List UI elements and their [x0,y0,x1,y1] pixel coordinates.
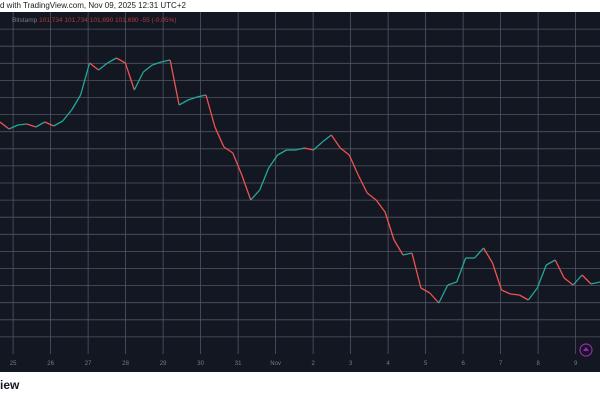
change-value: -55 (-0.05%) [140,17,177,24]
price-segment [510,293,520,296]
price-segment [241,174,252,201]
price-segment [178,99,189,106]
price-segment [62,109,73,122]
price-segment [519,294,529,301]
x-tick-label: 2 [311,361,315,367]
high-value: 101,734 [64,17,88,24]
price-segment [169,59,180,106]
price-segment [161,59,171,63]
price-segment [107,57,117,64]
chart-caption: d with TradingView.com, Nov 09, 2025 12:… [0,1,186,10]
x-tick-label: 7 [499,361,503,367]
price-segment [339,147,350,156]
chart-frame[interactable]: 25 26 27 28 29 30 31 Nov 2 3 4 5 6 7 8 9 d with Trading… [0,0,600,372]
price-series [0,57,600,304]
x-tick-label: 28 [122,361,129,367]
price-segment [402,252,413,256]
price-segment [133,71,144,91]
price-segment [420,287,431,294]
price-segment [384,211,395,241]
price-segment [35,121,46,128]
x-tick-label: 6 [461,361,465,367]
price-segment [268,154,279,169]
price-segment [348,154,359,176]
price-segment [545,259,556,266]
x-tick-label: 27 [85,361,92,367]
ohlc-legend: Bitstamp 101,734 101,734 101,690 101,690… [12,17,176,24]
x-tick-label: 25 [10,361,17,367]
price-segment [321,134,332,143]
x-tick-label: 26 [47,361,54,367]
x-tick-label: 3 [349,361,353,367]
price-segment [250,189,261,201]
grid [0,12,600,354]
price-segment [259,167,270,191]
price-segment [0,121,10,130]
price-segment [393,239,404,256]
price-segment [295,147,305,151]
price-segment [330,134,341,149]
x-tick-label: 30 [197,361,204,367]
price-segment [187,96,198,101]
price-segment [563,277,574,286]
price-chart[interactable]: 25 26 27 28 29 30 31 Nov 2 3 4 5 6 7 8 9 [0,0,600,372]
price-segment [375,199,386,213]
price-segment [17,123,27,126]
price-segment [53,120,64,127]
price-segment [98,62,108,71]
price-segment [572,274,583,286]
price-segment [214,126,225,148]
price-segment [71,94,82,111]
x-tick-label: 9 [574,361,578,367]
price-segment [527,287,538,301]
price-segment [590,281,600,285]
price-segment [44,121,54,127]
price-segment [304,147,314,151]
price-segment [554,259,565,279]
price-segment [89,62,99,71]
price-segment [411,252,422,289]
time-axis-background [0,354,600,372]
price-segment [429,292,440,304]
price-segment [232,152,243,176]
price-segment [205,94,216,128]
symbol-label: Bitstamp [12,17,38,24]
time-axis: 25 26 27 28 29 30 31 Nov 2 3 4 5 6 7 8 9 [10,361,578,367]
price-segment [8,124,19,130]
low-value: 101,690 [89,17,114,24]
price-segment [152,61,162,66]
close-value: 101,690 [115,17,139,24]
x-tick-label: 8 [536,361,540,367]
price-segment [447,281,457,286]
price-segment [491,262,503,291]
tradingview-logo-icon[interactable] [579,343,593,357]
price-segment [456,257,467,283]
price-segment [79,62,91,96]
price-segment [438,284,449,304]
price-segment [196,94,207,98]
price-segment [474,247,485,259]
x-tick-label: 29 [160,361,167,367]
x-tick-label: 4 [386,361,390,367]
price-segment [116,57,126,64]
price-segment [483,247,494,264]
price-segment [26,123,37,128]
price-segment [536,264,547,289]
price-segment [581,274,592,285]
x-tick-label: Nov [270,361,281,367]
price-segment [357,174,368,194]
x-tick-label: 5 [424,361,428,367]
open-value: 101,734 [39,17,63,24]
price-segment [366,192,377,201]
price-segment [223,146,234,154]
x-tick-label: 31 [235,361,242,367]
price-segment [277,149,287,156]
price-segment [124,62,135,91]
price-segment [501,289,511,295]
brand-text: iew [0,378,20,392]
price-segment [142,64,153,73]
price-segment [312,141,323,151]
